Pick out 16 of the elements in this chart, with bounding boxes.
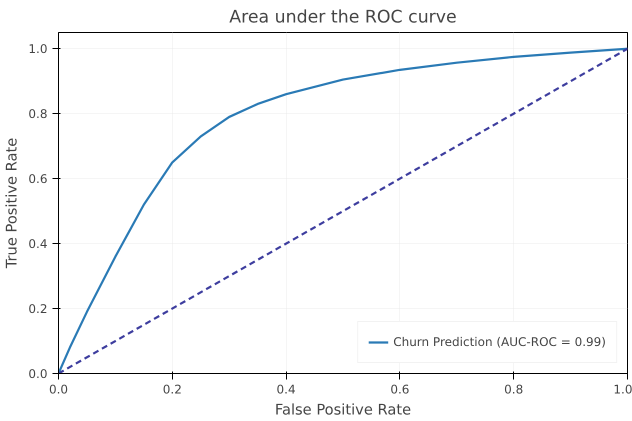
y-tick-label: 0.8 — [28, 107, 48, 122]
x-tick-label: 0.8 — [504, 382, 524, 396]
x-tick-label: 0.2 — [162, 382, 182, 396]
y-tick-label: 0.4 — [28, 237, 48, 252]
y-tick-label: 0.0 — [28, 367, 48, 381]
y-axis-title: True Positive Rate — [3, 138, 20, 270]
x-tick-label: 0.4 — [276, 382, 296, 396]
y-tick-label: 1.0 — [28, 42, 48, 56]
x-tick-label: 1.0 — [613, 382, 632, 396]
chart-title: Area under the ROC curve — [229, 8, 457, 28]
legend-label: Churn Prediction (AUC-ROC = 0.99) — [393, 335, 606, 349]
y-tick-label: 0.6 — [28, 172, 48, 186]
x-tick-label: 0.6 — [390, 382, 410, 396]
y-tick-label: 0.2 — [28, 302, 48, 316]
x-tick-label: 0.0 — [48, 382, 68, 396]
x-axis-title: False Positive Rate — [274, 402, 412, 418]
